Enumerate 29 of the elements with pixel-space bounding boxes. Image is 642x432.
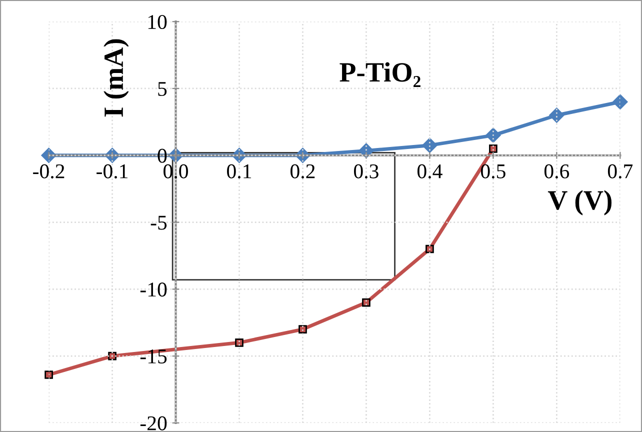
x-tick-label: -0.1 [96,164,128,178]
x-tick-label: 0.2 [290,164,315,178]
y-tick-label: -15 [140,350,167,364]
y-tick-label: 10 [148,14,167,30]
y-tick-label: -10 [140,282,167,297]
point [612,94,628,110]
point [108,352,116,360]
x-tick-label: 0.5 [480,164,506,178]
point [426,244,434,254]
point [362,298,370,307]
point [549,108,564,123]
x-tick-label: 0.3 [354,164,378,178]
point [235,338,244,347]
point [486,128,501,143]
x-tick-label: 0.6 [544,164,570,178]
y-axis-title: I (mA) [104,39,129,117]
point [422,138,438,153]
x-tick-label: 0.7 [608,164,633,178]
x-tick-label: -0.2 [33,164,64,178]
y-tick-label: 5 [158,82,167,96]
point [298,325,307,334]
point [489,144,498,153]
text: P-TiO₂ [340,62,420,88]
y-tick-label: -5 [150,216,167,230]
x-tick-label: 0.4 [417,164,442,178]
x-axis-title: V (V) [548,190,612,216]
x-tick-label: 0.1 [227,164,252,178]
y-tick-label: -20 [140,416,167,430]
point [44,370,53,379]
